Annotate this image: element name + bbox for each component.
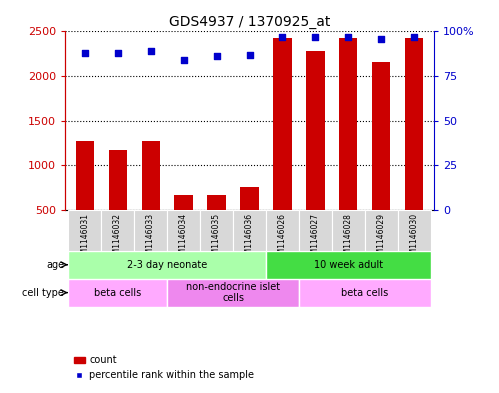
Point — [114, 50, 122, 56]
Point — [213, 53, 221, 60]
Bar — [109, 150, 127, 255]
Text: 2-3 day neonate: 2-3 day neonate — [127, 260, 207, 270]
Bar — [339, 38, 357, 255]
Bar — [266, 210, 299, 251]
Bar — [405, 38, 424, 255]
Bar — [75, 141, 94, 255]
Bar — [233, 210, 266, 251]
Text: GSM1146035: GSM1146035 — [212, 213, 221, 264]
Bar — [208, 195, 226, 255]
Text: GSM1146027: GSM1146027 — [311, 213, 320, 264]
Bar — [134, 210, 167, 251]
Bar — [200, 210, 233, 251]
Point — [377, 35, 385, 42]
Bar — [68, 251, 266, 279]
Text: GSM1146033: GSM1146033 — [146, 213, 155, 264]
Text: GSM1146036: GSM1146036 — [245, 213, 254, 264]
Bar — [266, 251, 431, 279]
Point — [147, 48, 155, 54]
Point — [180, 57, 188, 63]
Legend: count, percentile rank within the sample: count, percentile rank within the sample — [70, 352, 258, 384]
Bar — [167, 210, 200, 251]
Point — [278, 34, 286, 40]
Bar — [332, 210, 365, 251]
Point — [344, 34, 352, 40]
Title: GDS4937 / 1370925_at: GDS4937 / 1370925_at — [169, 15, 330, 29]
Bar — [101, 210, 134, 251]
Text: GSM1146028: GSM1146028 — [344, 213, 353, 264]
Bar — [175, 195, 193, 255]
Text: cell type: cell type — [22, 288, 64, 298]
Text: GSM1146030: GSM1146030 — [410, 213, 419, 264]
Text: GSM1146031: GSM1146031 — [80, 213, 89, 264]
Bar — [241, 187, 258, 255]
Bar — [398, 210, 431, 251]
Point — [410, 34, 418, 40]
Bar — [273, 38, 291, 255]
Point — [311, 34, 319, 40]
Text: GSM1146034: GSM1146034 — [179, 213, 188, 264]
Text: GSM1146032: GSM1146032 — [113, 213, 122, 264]
Point — [246, 51, 253, 58]
Bar — [167, 279, 299, 307]
Text: beta cells: beta cells — [341, 288, 389, 298]
Bar — [299, 279, 431, 307]
Text: 10 week adult: 10 week adult — [314, 260, 383, 270]
Bar — [372, 62, 390, 255]
Bar — [142, 141, 160, 255]
Point — [81, 50, 89, 56]
Text: beta cells: beta cells — [94, 288, 141, 298]
Text: GSM1146026: GSM1146026 — [278, 213, 287, 264]
Bar — [306, 51, 324, 255]
Text: GSM1146029: GSM1146029 — [377, 213, 386, 264]
Bar — [68, 210, 101, 251]
Text: non-endocrine islet
cells: non-endocrine islet cells — [186, 282, 280, 303]
Bar — [365, 210, 398, 251]
Bar — [68, 279, 167, 307]
Text: age: age — [46, 260, 64, 270]
Bar — [299, 210, 332, 251]
